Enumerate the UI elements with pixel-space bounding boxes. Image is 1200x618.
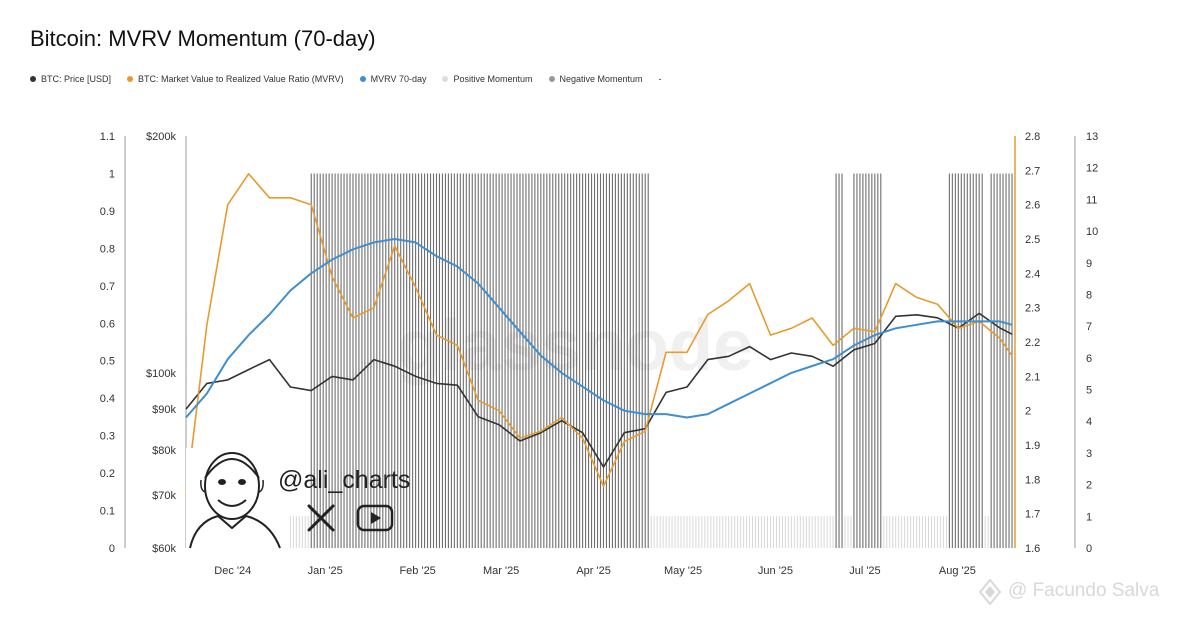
price-axis-tick: $60k [152,543,176,555]
avatar-illustration [186,448,288,549]
aux-axis-tick: 0 [1086,543,1092,555]
mvrv-axis-tick: 2.5 [1025,234,1040,246]
credit-text: @ Facundo Salva [1008,580,1160,601]
left-axis-tick: 0.1 [100,506,115,518]
legend-swatch [30,76,36,82]
price-axis-tick: $90k [152,404,176,416]
x-axis-tick: Dec '24 [214,565,251,577]
legend-item: Negative Momentum [548,74,643,84]
aux-axis-tick: 1 [1086,511,1092,523]
legend-swatch [127,76,134,82]
aux-axis-tick: 9 [1086,258,1092,270]
legend-label: Negative Momentum [559,74,643,84]
aux-axis-tick: 5 [1086,385,1092,397]
left-axis-tick: 0.3 [100,431,115,443]
left-axis-tick: 1 [109,168,115,180]
aux-axis-tick: 13 [1086,131,1098,143]
left-axis-tick: 0.9 [100,206,115,218]
aux-axis-tick: 4 [1086,416,1092,428]
left-axis-tick: 0.8 [100,243,115,255]
mvrv-axis-tick: 2.8 [1025,131,1040,143]
chart-title: Bitcoin: MVRV Momentum (70-day) [30,26,376,51]
watermark-text: glassnode [397,306,753,386]
mvrv-axis-tick: 2.4 [1025,268,1040,280]
legend-label: BTC: Market Value to Realized Value Rati… [138,74,344,84]
left-axis-tick: 0.2 [100,468,115,480]
legend-swatch [548,76,555,82]
mvrv-axis-tick: 2.2 [1025,337,1040,349]
x-axis-tick: Mar '25 [483,565,519,577]
credit-logo-icon [978,578,1002,606]
mvrv-axis-tick: 1.7 [1025,509,1040,521]
aux-axis-tick: 11 [1086,194,1097,206]
mvrv-axis-tick: 1.6 [1025,543,1040,555]
price-axis-tick: $100k [146,368,176,380]
legend-item: - [659,74,662,84]
legend-item: BTC: Price [USD] [30,74,111,84]
legend-item: Positive Momentum [442,74,533,84]
author-handle: @ali_charts [278,466,411,494]
price-axis-tick: $80k [152,445,176,457]
left-axis-tick: 0 [109,543,115,555]
x-axis-tick: Jan '25 [308,565,343,577]
social-icons [307,504,394,532]
legend-label: BTC: Price [USD] [41,74,112,84]
legend-item: MVRV 70-day [359,74,427,84]
price-axis-tick: $200k [146,131,176,143]
left-axis-tick: 0.4 [100,393,115,405]
left-axis-tick: 0.7 [100,281,115,293]
x-axis-tick: Apr '25 [576,565,611,577]
legend-swatch [359,76,366,82]
legend-label: Positive Momentum [453,74,533,84]
aux-axis-tick: 10 [1086,226,1098,238]
price-line [185,312,1013,468]
aux-axis-tick: 8 [1086,289,1092,301]
chart-legend: BTC: Price [USD] BTC: Market Value to Rea… [30,74,662,84]
x-axis-tick: Jul '25 [849,565,880,577]
legend-swatch [442,76,449,82]
mvrv-axis-tick: 2.1 [1025,371,1040,383]
x-axis-tick: Feb '25 [399,565,435,577]
youtube-icon [356,504,394,532]
mvrv-axis-tick: 2.6 [1025,200,1040,212]
mvrv-axis-tick: 2.7 [1025,165,1040,177]
x-logo-icon [307,504,335,532]
aux-axis-tick: 3 [1086,448,1092,460]
aux-axis-tick: 7 [1086,321,1092,333]
legend-label: - [658,74,662,84]
mvrv-axis-tick: 1.8 [1025,474,1040,486]
left-axis-tick: 0.5 [100,356,115,368]
x-axis-tick: Aug '25 [939,565,976,577]
mvrv-axis-tick: 1.9 [1025,440,1040,452]
mvrv-70d-line [185,238,1013,419]
aux-axis-tick: 2 [1086,480,1092,492]
aux-axis-tick: 6 [1086,353,1092,365]
x-axis-tick: May '25 [664,565,702,577]
legend-item: BTC: Market Value to Realized Value Rati… [127,74,344,84]
left-axis-tick: 1.1 [100,131,115,143]
mvrv-line [185,173,1013,497]
series-lines [185,173,1013,497]
aux-axis-tick: 12 [1086,163,1098,175]
price-axis-tick: $70k [152,490,176,502]
left-axis-tick: 0.6 [100,318,115,330]
legend-label: MVRV 70-day [370,74,427,84]
mvrv-axis-tick: 2.3 [1025,303,1040,315]
x-axis-tick: Jun '25 [758,565,793,577]
mvrv-axis-tick: 2 [1025,406,1031,418]
axes: 0 0.1 0.2 0.3 0.4 0.5 0.6 0.7 0.8 0.9 1 1.1 $60k $70k… [100,131,1099,577]
